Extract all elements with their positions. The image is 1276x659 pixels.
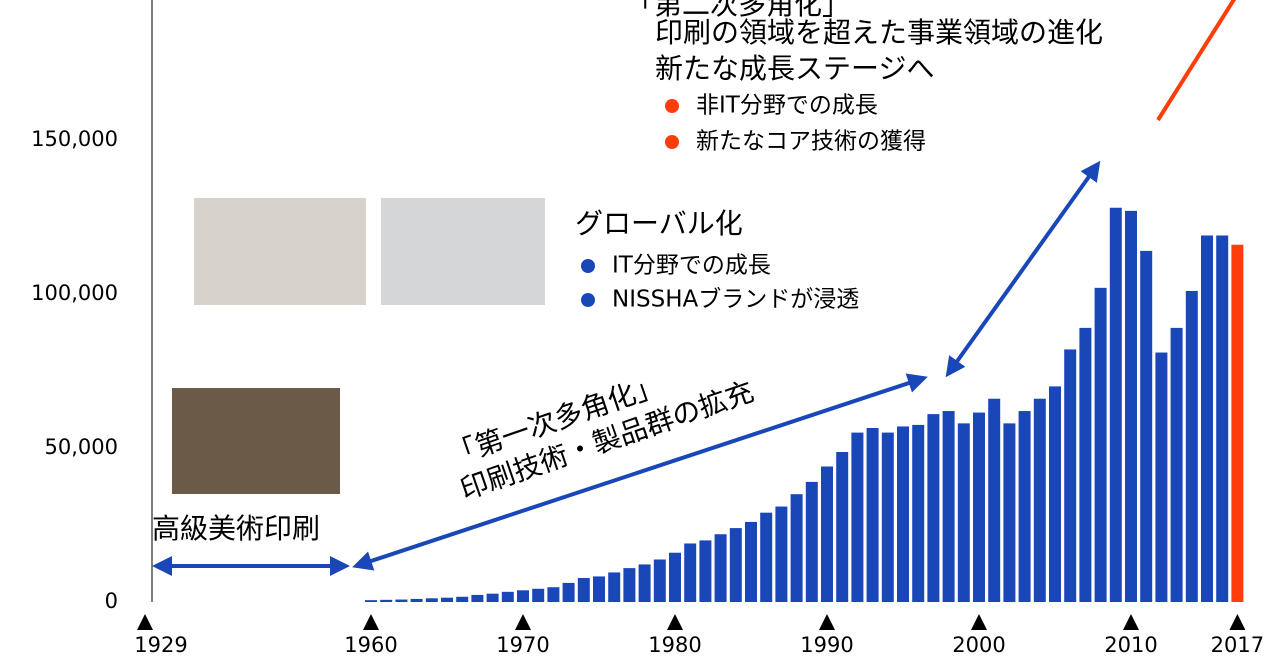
x-tick-mark <box>667 614 683 630</box>
bar <box>1049 386 1061 602</box>
x-tick-label: 1960 <box>344 633 397 657</box>
x-tick-label: 2010 <box>1104 633 1157 657</box>
bar <box>684 543 697 602</box>
bar <box>699 540 712 602</box>
bar <box>1094 287 1107 602</box>
bar <box>365 600 377 602</box>
bar <box>532 588 545 602</box>
x-tick-label: 1929 <box>134 633 187 657</box>
bar <box>638 564 651 602</box>
bar <box>456 596 469 602</box>
bar <box>881 432 894 602</box>
annotation: 高級美術印刷 <box>152 512 320 545</box>
bar <box>1033 398 1046 602</box>
bullet <box>665 99 679 113</box>
annotation: 印刷の領域を超えた事業領域の進化 <box>655 16 1103 49</box>
bar <box>1155 352 1168 602</box>
bar <box>714 534 727 602</box>
photo-phones <box>194 198 366 305</box>
bar <box>1201 235 1213 603</box>
bar <box>942 411 955 602</box>
bar <box>866 427 879 602</box>
photo-books <box>172 388 340 494</box>
arrow <box>945 160 1101 378</box>
bar <box>988 398 1001 602</box>
arrow <box>352 373 928 571</box>
bar <box>790 494 803 602</box>
annotation: NISSHAブランドが浸透 <box>612 287 859 313</box>
bar <box>410 598 423 602</box>
bullet <box>581 293 595 307</box>
bullet <box>581 259 595 273</box>
bar <box>1064 349 1077 602</box>
bar <box>805 481 818 602</box>
bar <box>608 572 621 602</box>
bar <box>441 597 453 602</box>
bar <box>973 412 985 602</box>
y-tick-label: 50,000 <box>45 435 118 459</box>
x-tick-mark <box>819 614 835 630</box>
bar <box>897 426 909 602</box>
annotation: 「第二次多角化」 <box>626 0 850 21</box>
x-tick-label: 1990 <box>800 633 853 657</box>
bar <box>547 587 560 602</box>
x-tick-mark <box>971 614 987 630</box>
y-tick-label: 0 <box>105 589 118 613</box>
bar <box>821 466 833 602</box>
bar <box>1216 235 1229 603</box>
bar <box>425 598 438 602</box>
bar <box>851 432 864 602</box>
bar <box>1170 327 1183 602</box>
bar <box>927 414 940 602</box>
bar <box>1185 290 1198 602</box>
bar <box>1109 207 1122 602</box>
bar <box>1003 423 1016 602</box>
annotation: IT分野での成長 <box>612 253 771 279</box>
x-tick-label: 1970 <box>496 633 549 657</box>
bar <box>669 552 681 602</box>
annotation-group: 「第一次多角化」 印刷技術・製品群の拡充 <box>444 368 758 506</box>
y-tick-label: 100,000 <box>31 281 118 305</box>
x-tick-label: 2000 <box>952 633 1005 657</box>
bar <box>1125 210 1137 602</box>
bar <box>653 559 666 602</box>
bar <box>395 599 408 602</box>
annotation: 非IT分野での成長 <box>696 93 878 119</box>
bar <box>577 577 590 602</box>
x-tick-label: 2017 <box>1211 633 1264 657</box>
bar <box>729 528 742 602</box>
x-tick-mark <box>137 614 153 630</box>
bar <box>775 506 788 602</box>
bar <box>380 599 393 602</box>
annotation: グローバル化 <box>575 207 743 240</box>
bar <box>471 594 484 602</box>
x-tick-mark <box>363 614 379 630</box>
bar <box>745 521 757 602</box>
bar <box>760 512 773 602</box>
photo-touch-panels <box>381 198 545 305</box>
x-tick-label: 1980 <box>648 633 701 657</box>
annotation: 新たな成長ステージへ <box>655 52 934 85</box>
bar <box>957 423 970 602</box>
bar <box>486 593 499 602</box>
x-tick-mark <box>515 614 531 630</box>
x-tick-mark <box>1229 614 1246 630</box>
bar <box>517 590 529 602</box>
x-tick-mark <box>1123 614 1139 630</box>
bar <box>501 591 514 602</box>
bar <box>1079 327 1092 602</box>
bar <box>562 582 575 602</box>
bar <box>912 424 925 602</box>
bar <box>1018 411 1031 602</box>
bar <box>623 568 636 602</box>
annotation: 新たなコア技術の獲得 <box>696 129 926 155</box>
arrow <box>1156 0 1237 122</box>
bar <box>1140 250 1153 602</box>
y-tick-label: 150,000 <box>31 127 118 151</box>
bar <box>593 576 605 602</box>
bar <box>1231 244 1244 602</box>
bar <box>836 452 849 602</box>
bullet <box>665 135 679 149</box>
